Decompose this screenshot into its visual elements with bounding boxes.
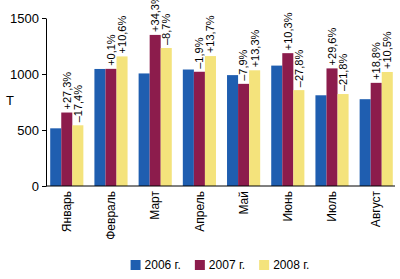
bar — [139, 73, 150, 186]
change-label: –21,8% — [337, 54, 349, 92]
bar — [183, 70, 194, 186]
change-label: +10,6% — [116, 16, 128, 54]
y-tick: 500 — [17, 123, 46, 138]
change-label: –8,7% — [160, 14, 172, 45]
change-label: –27,8% — [293, 50, 305, 88]
x-axis-line — [46, 186, 395, 187]
y-tick-label: 1000 — [10, 67, 39, 82]
y-tick-label: 1500 — [10, 11, 39, 26]
x-axis: Январь Февраль Март Апрель Май Июнь Июль Август — [46, 186, 395, 240]
x-tick: Март — [148, 186, 162, 220]
bar — [50, 128, 61, 186]
x-tick: Февраль — [104, 186, 118, 240]
annotations: +27,3%+0,1%+34,3%–1,9%–7,9%+10,3%+29,6%+… — [61, 0, 393, 122]
bar — [360, 99, 371, 186]
bars — [50, 35, 393, 186]
x-tick: Июль — [325, 186, 339, 222]
bar — [338, 94, 349, 186]
legend-label: 2007 г. — [209, 258, 245, 272]
bar — [238, 84, 249, 186]
bar — [117, 56, 128, 186]
bar — [72, 125, 83, 186]
bar — [61, 113, 72, 186]
x-tick-label: Июнь — [281, 191, 295, 222]
y-axis-line — [46, 19, 47, 187]
x-tick: Июнь — [281, 186, 295, 222]
x-tick-label: Август — [369, 191, 383, 228]
bar — [194, 72, 205, 186]
change-label: +10,3% — [282, 12, 294, 50]
bar — [315, 95, 326, 186]
bar — [105, 69, 116, 186]
bar — [150, 35, 161, 186]
y-axis: 0 500 1000 1500 — [10, 11, 46, 194]
bar — [94, 69, 105, 186]
bar — [161, 48, 172, 186]
y-tick-mark — [42, 186, 46, 187]
x-tick-label: Май — [237, 191, 251, 215]
y-tick-mark — [42, 74, 46, 75]
bar — [205, 56, 216, 186]
y-tick: 1000 — [10, 67, 46, 82]
bar — [271, 66, 282, 186]
legend: 2006 г. 2007 г. 2008 г. — [131, 258, 310, 272]
change-label: +10,5% — [381, 31, 393, 69]
x-tick: Апрель — [193, 186, 207, 232]
legend-swatch — [131, 260, 141, 270]
bar — [382, 72, 393, 186]
legend-swatch — [195, 260, 205, 270]
bar — [282, 53, 293, 186]
legend-item: 2007 г. — [195, 258, 245, 272]
y-tick-mark — [42, 18, 46, 19]
bar — [293, 90, 304, 186]
bar — [326, 68, 337, 186]
bar — [371, 83, 382, 186]
y-tick-label: 500 — [17, 123, 39, 138]
legend-item: 2008 г. — [259, 258, 309, 272]
legend-swatch — [259, 260, 269, 270]
x-tick-label: Февраль — [104, 191, 118, 240]
y-tick: 1500 — [10, 11, 46, 26]
legend-label: 2008 г. — [273, 258, 309, 272]
change-label: +13,3% — [249, 29, 261, 67]
x-tick-label: Март — [148, 191, 162, 220]
chart: 0 500 1000 1500 Т Январь Февраль Март Апрель Май И… — [0, 0, 400, 279]
bar — [249, 70, 260, 186]
x-tick: Май — [237, 186, 251, 215]
legend-item: 2006 г. — [131, 258, 181, 272]
change-label: –17,4% — [72, 85, 84, 123]
x-tick-label: Январь — [60, 191, 74, 232]
y-tick-mark — [42, 130, 46, 131]
y-tick-label: 0 — [32, 179, 39, 194]
x-tick: Январь — [60, 186, 74, 232]
legend-label: 2006 г. — [145, 258, 181, 272]
change-label: +13,7% — [204, 15, 216, 53]
bar — [227, 75, 238, 186]
x-tick: Август — [369, 186, 383, 227]
x-tick-label: Июль — [325, 191, 339, 222]
y-tick: 0 — [32, 179, 46, 194]
x-tick-label: Апрель — [193, 191, 207, 232]
y-axis-title: Т — [6, 93, 14, 108]
